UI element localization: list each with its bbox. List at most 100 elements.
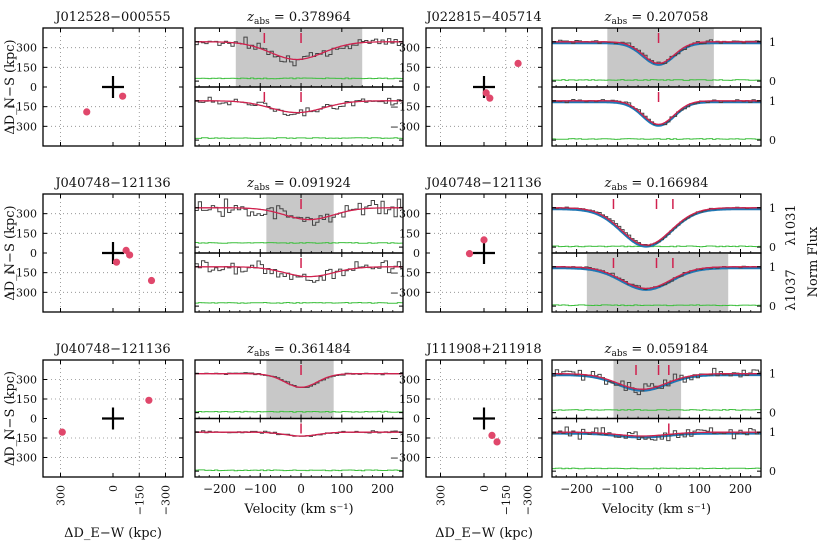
galaxy-marker (514, 59, 522, 67)
galaxy-marker (112, 258, 121, 266)
model-fit (552, 207, 761, 246)
error-spectrum (552, 138, 761, 140)
spec-ytick-label: 1 (769, 368, 776, 381)
galaxy-marker (147, 276, 156, 285)
spec-xtick-label: 100 (688, 482, 711, 496)
map-xlabel: ΔD_E−W (kpc) (435, 526, 533, 541)
sightline-label: J111908+211918 (424, 342, 541, 357)
fit-region-shade (586, 253, 729, 312)
spectrum-frame (551, 86, 762, 147)
model-fit (195, 431, 403, 437)
map-ytick-label: 150 (399, 227, 420, 240)
map-xlabel: ΔD_E−W (kpc) (64, 526, 162, 541)
model-fit (552, 266, 761, 290)
error-spectrum (552, 304, 761, 307)
spectrum-bot: 01 (551, 417, 776, 478)
map-ytick-label: −150 (390, 101, 420, 114)
spec-xtick-label: 0 (297, 482, 305, 496)
map-ytick-label: 0 (413, 247, 420, 260)
spec-xtick-label: −100 (601, 482, 634, 496)
spectrum-top (194, 359, 404, 420)
map-ytick-label: 150 (16, 61, 37, 74)
spectrum-top: 01 (551, 193, 776, 254)
map-ytick-label: 300 (399, 208, 420, 221)
map-xtick-label: 300 (435, 485, 448, 506)
map-ylabel: ΔD_N−S (kpc) (3, 205, 18, 300)
spectrum-top (194, 27, 404, 88)
model-fit (552, 431, 761, 437)
spectrum-frame (551, 417, 762, 478)
error-spectrum (552, 79, 761, 81)
sightline-label: J040748−121136 (53, 176, 170, 191)
map-ytick-label: −150 (7, 432, 37, 445)
map-xtick-label: 300 (55, 485, 68, 506)
spectrum-frame (194, 252, 404, 313)
model-fit (195, 266, 403, 278)
sightline-label: J040748−121136 (53, 342, 170, 357)
model-fit (552, 41, 761, 65)
model-fit (195, 373, 403, 388)
map-ytick-label: −300 (390, 452, 420, 465)
error-spectrum (195, 242, 403, 244)
right-label-normflux: Norm Flux (806, 226, 821, 297)
galaxy-marker (493, 438, 501, 446)
map-ytick-label: −300 (390, 286, 420, 299)
zabs-label: zabs = 0.361484 (246, 342, 351, 359)
map-xtick-label: 0 (107, 485, 120, 492)
spec-ytick-label: 1 (769, 95, 776, 108)
error-spectrum (552, 467, 761, 470)
map-xtick-label: −150 (133, 485, 146, 515)
spectrum-bot (194, 86, 404, 147)
map-ytick-label: 300 (16, 374, 37, 387)
map-xtick-label: −150 (500, 485, 513, 515)
fit-region-shade (266, 360, 334, 419)
model-fit (195, 207, 403, 221)
map-ylabel: ΔD_N−S (kpc) (3, 39, 18, 134)
spectrum-bot (194, 252, 404, 313)
map-xtick-label: 0 (478, 485, 491, 492)
map-ytick-label: 0 (30, 413, 37, 426)
map-xtick-label: −300 (160, 485, 173, 515)
model-fit (552, 100, 761, 126)
spec-xlabel: Velocity (km s⁻¹) (601, 502, 711, 517)
map-ytick-label: −150 (390, 267, 420, 280)
map-ytick-label: 150 (16, 227, 37, 240)
galaxy-marker (83, 108, 91, 116)
spec-xtick-label: 0 (655, 482, 663, 496)
map-ytick-label: −150 (7, 101, 37, 114)
map-ytick-label: 0 (413, 413, 420, 426)
flux-data (195, 260, 403, 283)
galaxy-marker (482, 89, 490, 97)
galaxy-marker (488, 431, 496, 439)
error-spectrum (195, 469, 403, 472)
fit-region-shade (607, 28, 714, 87)
spec-xtick-label: 100 (330, 482, 353, 496)
spec-xlabel: Velocity (km s⁻¹) (243, 502, 353, 517)
galaxy-marker (126, 251, 134, 259)
fit-region-shade (266, 194, 334, 253)
spectrum-frame (194, 86, 404, 147)
spec-ytick-label: 0 (769, 407, 776, 420)
spec-ytick-label: 0 (769, 134, 776, 147)
panel-p2: J022815−405714 zabs = 0.207058 300 150 0 −150… (390, 10, 776, 147)
galaxy-marker (58, 428, 66, 436)
error-spectrum (195, 410, 403, 413)
spectrum-frame (551, 252, 762, 313)
spec-ytick-label: 1 (769, 261, 776, 274)
galaxy-marker (465, 250, 474, 258)
spectrum-bot: 01 (551, 252, 776, 313)
sightline-label: J040748−121136 (424, 176, 541, 191)
flux-data (195, 96, 403, 117)
galaxy-marker (480, 236, 488, 244)
map-ytick-label: 0 (413, 81, 420, 94)
panel-p5: J040748−121136 zabs = 0.361484 300 150 0 −150… (3, 342, 404, 541)
error-spectrum (195, 302, 403, 304)
model-fit (552, 373, 761, 390)
spec-ytick-label: 0 (769, 241, 776, 254)
galaxy-marker (145, 396, 153, 404)
flux-data (195, 198, 403, 226)
panel-p3: J040748−121136 zabs = 0.091924 300 150 0 −150… (3, 176, 404, 313)
spec-xtick-label: 200 (729, 482, 752, 496)
map-ytick-label: −150 (7, 267, 37, 280)
